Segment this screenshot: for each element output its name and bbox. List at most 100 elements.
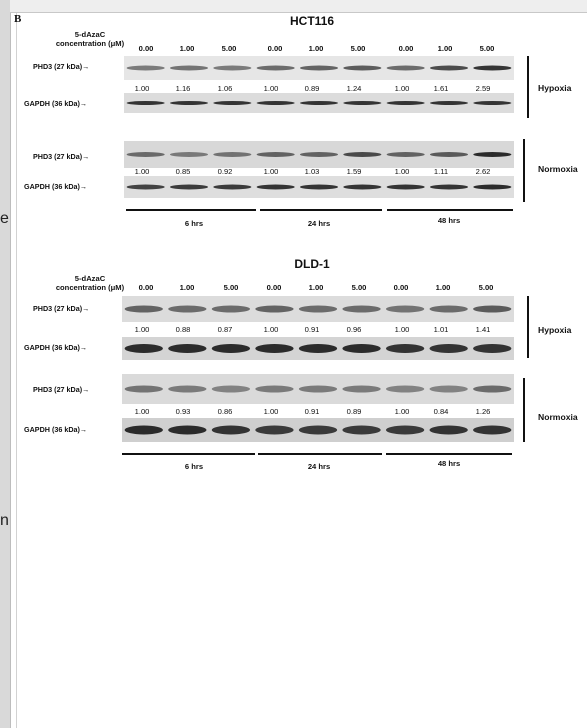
condition-label-hypoxia: Hypoxia xyxy=(538,83,572,93)
concentration-value: 1.00 xyxy=(308,283,324,292)
concentration-value: 5.00 xyxy=(350,44,366,53)
blot-gapdh-dld1-normoxia xyxy=(122,418,514,442)
ratio-value: 1.00 xyxy=(394,167,410,176)
blot-band xyxy=(429,385,468,393)
condition-bracket xyxy=(523,378,525,442)
blot-band xyxy=(343,65,382,71)
blot-band xyxy=(168,385,207,393)
concentration-value: 1.00 xyxy=(435,283,451,292)
blot-band xyxy=(429,425,468,435)
blot-band xyxy=(169,152,209,157)
concentration-value: 1.00 xyxy=(179,283,195,292)
blot-band xyxy=(255,305,294,313)
time-label: 6 hrs xyxy=(184,219,204,228)
panel-title-dld1: DLD-1 xyxy=(294,257,330,271)
time-group-line xyxy=(122,453,255,455)
blot-band xyxy=(124,425,163,435)
blot-band xyxy=(168,344,207,353)
ratio-value: 1.01 xyxy=(433,325,449,334)
blot-band xyxy=(211,344,251,353)
top-border-strip xyxy=(10,0,587,13)
ratio-value: 0.91 xyxy=(304,325,320,334)
ratio-value: 0.93 xyxy=(175,407,191,416)
ratio-value: 1.26 xyxy=(475,407,491,416)
concentration-label: 5-dAzaC concentration (μM) xyxy=(55,274,125,292)
blot-band xyxy=(213,101,252,105)
blot-band xyxy=(343,152,382,157)
ratio-value: 1.11 xyxy=(433,167,449,176)
time-label: 48 hrs xyxy=(437,459,461,468)
row-label-phd3: PHD3 (27 kDa)→ xyxy=(33,304,90,313)
condition-label-normoxia: Normoxia xyxy=(538,164,578,174)
row-label-phd3: PHD3 (27 kDa)→ xyxy=(33,62,90,71)
concentration-value: 0.00 xyxy=(138,44,154,53)
ratio-value: 1.16 xyxy=(175,84,191,93)
blot-band xyxy=(168,425,207,435)
row-label-gapdh: GAPDH (36 kDa)→ xyxy=(24,182,88,191)
ratio-value: 1.00 xyxy=(263,84,279,93)
row-label-phd3: PHD3 (27 kDa)→ xyxy=(33,385,90,394)
ratio-value: 2.59 xyxy=(475,84,491,93)
blot-band xyxy=(386,101,425,105)
blot-band xyxy=(213,184,252,190)
blot-band xyxy=(473,65,512,71)
blot-band xyxy=(385,425,425,435)
concentration-value: 0.00 xyxy=(267,44,283,53)
blot-band xyxy=(299,184,339,190)
blot-phd3-dld1-normoxia xyxy=(122,374,514,404)
ratio-value: 1.00 xyxy=(394,325,410,334)
ratio-value: 0.92 xyxy=(217,167,233,176)
row-label-gapdh: GAPDH (36 kDa)→ xyxy=(24,343,88,352)
blot-band xyxy=(213,65,252,71)
blot-band xyxy=(169,184,209,190)
blot-band xyxy=(256,184,295,190)
ratio-value: 0.89 xyxy=(346,407,362,416)
blot-band xyxy=(342,344,381,353)
blot-band xyxy=(473,101,512,105)
blot-band xyxy=(256,152,295,157)
time-group-line xyxy=(387,209,513,211)
blot-band xyxy=(298,425,338,435)
blot-band xyxy=(169,65,209,71)
blot-band xyxy=(343,101,382,105)
blot-gapdh-dld1-hypoxia xyxy=(122,337,514,360)
blot-band xyxy=(298,385,338,393)
concentration-value: 0.00 xyxy=(266,283,282,292)
ratio-value: 1.00 xyxy=(394,407,410,416)
time-label: 6 hrs xyxy=(184,462,204,471)
blot-band xyxy=(298,344,338,353)
left-border-line xyxy=(10,0,11,728)
blot-band xyxy=(429,101,469,105)
ratio-value: 2.62 xyxy=(475,167,491,176)
blot-band xyxy=(126,184,165,190)
ratio-value: 1.24 xyxy=(346,84,362,93)
blot-band xyxy=(385,344,425,353)
ratio-value: 0.85 xyxy=(175,167,191,176)
blot-band xyxy=(299,152,339,157)
ratio-value: 0.84 xyxy=(433,407,449,416)
ratio-value: 1.00 xyxy=(394,84,410,93)
concentration-value: 5.00 xyxy=(223,283,239,292)
blot-band xyxy=(385,305,425,313)
condition-label-normoxia: Normoxia xyxy=(538,412,578,422)
blot-band xyxy=(211,385,251,393)
blot-band xyxy=(343,184,382,190)
ratio-value: 0.86 xyxy=(217,407,233,416)
blot-band xyxy=(213,152,252,157)
blot-band xyxy=(124,385,163,393)
time-group-line xyxy=(260,209,382,211)
blot-band xyxy=(386,152,425,157)
ratio-value: 0.91 xyxy=(304,407,320,416)
ratio-value: 1.00 xyxy=(263,325,279,334)
blot-band xyxy=(211,305,251,313)
row-label-gapdh: GAPDH (36 kDa)→ xyxy=(24,99,88,108)
condition-bracket xyxy=(527,56,529,118)
blot-band xyxy=(429,184,469,190)
blot-band xyxy=(126,152,165,157)
blot-band xyxy=(126,65,165,71)
blot-band xyxy=(386,184,425,190)
blot-band xyxy=(342,385,381,393)
concentration-value: 5.00 xyxy=(221,44,237,53)
concentration-value: 5.00 xyxy=(478,283,494,292)
panel-letter: B xyxy=(14,13,22,25)
